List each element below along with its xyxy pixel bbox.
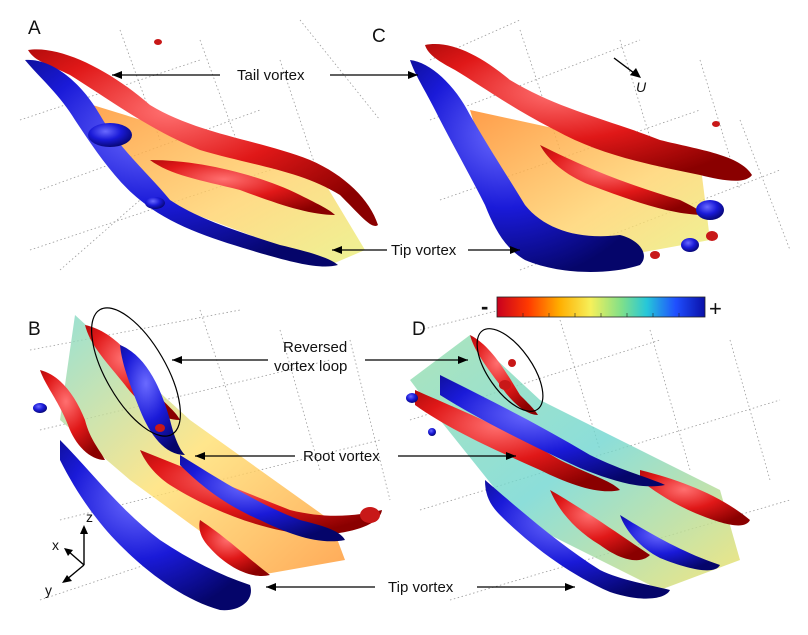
panel-d-red-root bbox=[415, 390, 620, 492]
panel-letter-a: A bbox=[28, 18, 41, 39]
colorbar-plus-label: + bbox=[709, 296, 722, 321]
panel-letter-d: D bbox=[412, 319, 426, 340]
panel-d-red-blob bbox=[508, 359, 516, 367]
reversed-loop-highlight-d bbox=[476, 328, 544, 412]
panel-b-red-vortex-2 bbox=[40, 370, 105, 460]
axis-label-x: x bbox=[52, 537, 59, 553]
flow-velocity-label: U bbox=[636, 79, 647, 95]
panel-b-red-blob bbox=[360, 507, 380, 523]
panel-b-blue-root bbox=[120, 345, 185, 455]
panel-a-red-lower bbox=[150, 160, 335, 215]
colorbar-minus-label: - bbox=[481, 294, 488, 319]
panel-c-red-vortex bbox=[425, 44, 752, 181]
panel-letter-c: C bbox=[372, 26, 386, 47]
axis-label-z: z bbox=[86, 509, 93, 525]
panel-b-red-blob bbox=[155, 424, 165, 432]
label-tip-vortex-bottom: Tip vortex bbox=[388, 579, 454, 596]
panel-d-blue-tip bbox=[485, 480, 670, 599]
panel-d-blue-tip-2 bbox=[620, 515, 720, 571]
panel-a-blue-blob bbox=[145, 197, 165, 209]
annotation-arrows bbox=[112, 71, 575, 591]
panel-d-wake bbox=[406, 335, 750, 599]
panel-b-red-lower bbox=[199, 520, 270, 576]
panel-c-red-blob bbox=[706, 231, 718, 241]
panel-a-blue-blob bbox=[88, 123, 132, 147]
label-tail-vortex: Tail vortex bbox=[237, 67, 305, 84]
panel-b-blue-blob bbox=[33, 403, 47, 413]
axes-triad bbox=[62, 525, 88, 583]
panel-d-red-vortex bbox=[470, 335, 538, 415]
label-tip-vortex-top: Tip vortex bbox=[391, 242, 457, 259]
panel-b-blue-mid bbox=[180, 455, 345, 542]
panel-d-red-tip bbox=[640, 470, 750, 526]
panel-a-wake bbox=[25, 39, 378, 267]
panel-c-red-blob bbox=[650, 251, 660, 259]
panel-b-blue-tip bbox=[60, 440, 251, 611]
label-reversed-line1: Reversed bbox=[283, 339, 347, 356]
panel-a-red-blob bbox=[154, 39, 162, 45]
label-reversed-line2: vortex loop bbox=[274, 358, 347, 375]
panel-a-blue-vortex bbox=[25, 59, 338, 267]
flow-direction-arrow bbox=[613, 57, 641, 78]
panel-c-wake bbox=[410, 44, 752, 272]
reversed-loop-highlight-b bbox=[91, 307, 181, 437]
axis-label-y: y bbox=[45, 582, 52, 598]
panel-d-red-lower bbox=[550, 490, 650, 561]
label-root-vortex: Root vortex bbox=[303, 448, 380, 465]
panel-c-blue-blob bbox=[696, 200, 724, 220]
panel-d-blue-blob bbox=[406, 393, 418, 403]
panel-d-blue-blob bbox=[428, 428, 436, 436]
panel-a-red-vortex bbox=[28, 49, 378, 226]
panel-c-blue-vortex bbox=[410, 60, 644, 272]
panel-c-red-lower bbox=[540, 145, 705, 215]
panel-c-blue-blob bbox=[681, 238, 699, 252]
panel-letter-b: B bbox=[28, 319, 41, 340]
panel-b-wake bbox=[33, 315, 382, 611]
panel-c-red-blob bbox=[712, 121, 720, 127]
colorbar bbox=[496, 296, 706, 318]
panel-d-red-blob bbox=[499, 380, 511, 390]
